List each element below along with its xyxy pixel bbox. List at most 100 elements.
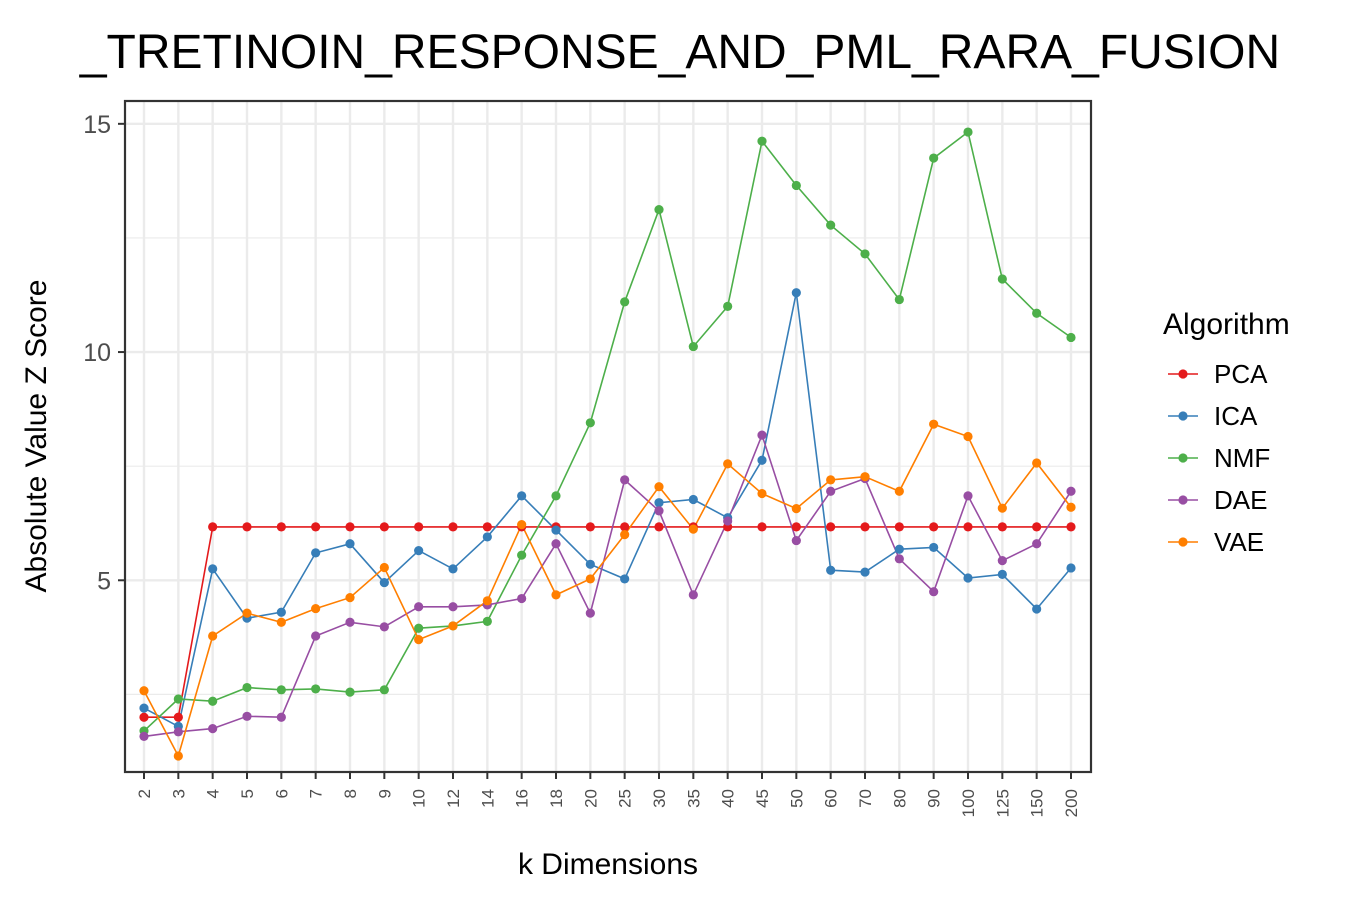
data-point-dae	[517, 593, 527, 604]
data-point-ica	[379, 577, 389, 588]
plot-panel-border	[123, 99, 1093, 774]
data-point-ica	[139, 703, 149, 713]
data-point-vae	[1066, 502, 1076, 512]
data-point-pca	[414, 522, 424, 532]
x-tick-label: 35	[684, 789, 703, 808]
x-axis-title: k Dimensions	[518, 848, 698, 881]
data-point-ica	[276, 607, 286, 617]
data-point-dae	[139, 731, 149, 741]
legend-key-point-pca	[1178, 369, 1188, 379]
data-point-pca	[448, 522, 458, 532]
data-point-nmf	[929, 153, 939, 163]
legend-label-pca: PCA	[1214, 359, 1268, 389]
data-point-vae	[517, 519, 527, 530]
data-point-nmf	[345, 687, 355, 697]
legend-key-point-ica	[1178, 411, 1188, 421]
data-point-vae	[585, 574, 595, 584]
x-tick-label: 8	[341, 789, 360, 798]
y-axis-title: Absolute Value Z Score	[20, 280, 53, 593]
data-point-vae	[345, 593, 355, 603]
data-point-nmf	[654, 205, 664, 215]
y-tick-label: 10	[83, 339, 111, 367]
data-point-nmf	[482, 616, 492, 626]
data-point-dae	[448, 602, 458, 612]
data-point-nmf	[757, 136, 767, 146]
x-tick-label: 16	[513, 789, 532, 808]
x-tick-label: 45	[753, 789, 772, 808]
data-point-vae	[860, 472, 870, 482]
data-point-nmf	[723, 301, 733, 312]
x-tick-label: 18	[547, 789, 566, 808]
data-point-pca	[482, 522, 492, 532]
data-point-nmf	[963, 127, 973, 137]
data-point-pca	[963, 522, 973, 532]
data-point-nmf	[242, 682, 252, 693]
data-point-dae	[688, 590, 698, 600]
data-point-vae	[276, 617, 286, 627]
data-point-ica	[757, 455, 767, 465]
x-tick-label: 6	[272, 789, 291, 798]
data-point-dae	[826, 486, 836, 496]
legend-label-vae: VAE	[1214, 527, 1264, 557]
data-point-vae	[173, 751, 183, 761]
data-point-dae	[585, 608, 595, 618]
data-point-pca	[1032, 522, 1042, 532]
data-point-nmf	[1032, 308, 1042, 318]
data-point-dae	[414, 602, 424, 612]
data-point-ica	[997, 569, 1007, 579]
data-point-pca	[1066, 522, 1076, 532]
data-point-dae	[1066, 486, 1076, 496]
data-point-ica	[620, 574, 630, 584]
data-point-dae	[311, 631, 321, 641]
x-tick-label: 2	[135, 789, 154, 798]
data-point-vae	[723, 459, 733, 469]
x-tick-label: 4	[204, 789, 223, 798]
x-tick-label: 60	[822, 789, 841, 808]
data-point-ica	[963, 573, 973, 583]
data-point-vae	[929, 419, 939, 429]
data-point-vae	[997, 503, 1007, 513]
y-tick-label: 5	[97, 567, 111, 595]
series-line-vae	[143, 423, 1072, 759]
x-tick-label: 14	[478, 789, 497, 808]
data-point-dae	[345, 617, 355, 627]
data-point-dae	[997, 556, 1007, 566]
data-point-pca	[208, 522, 218, 532]
x-tick-label: 3	[169, 789, 188, 798]
data-point-dae	[379, 622, 389, 632]
data-point-dae	[791, 535, 801, 546]
data-point-vae	[894, 486, 904, 496]
data-point-dae	[894, 554, 904, 564]
data-point-vae	[448, 621, 458, 631]
data-point-nmf	[894, 294, 904, 305]
data-point-nmf	[1066, 332, 1076, 343]
data-point-vae	[1032, 458, 1042, 468]
data-point-pca	[345, 522, 355, 532]
data-point-nmf	[585, 418, 595, 428]
series-line-dae	[143, 432, 1072, 738]
chart-title: _TRETINOIN_RESPONSE_AND_PML_RARA_FUSION	[79, 26, 1280, 79]
data-point-pca	[173, 712, 183, 722]
data-point-dae	[654, 506, 664, 516]
data-point-pca	[791, 522, 801, 532]
data-point-nmf	[620, 297, 630, 307]
data-point-vae	[654, 482, 664, 492]
legend-label-dae: DAE	[1214, 485, 1267, 515]
data-point-nmf	[208, 696, 218, 706]
data-point-pca	[654, 522, 664, 532]
y-tick-label: 15	[83, 111, 111, 139]
x-tick-label: 150	[1028, 789, 1047, 817]
data-point-pca	[311, 522, 321, 532]
legend-label-nmf: NMF	[1214, 443, 1270, 473]
data-point-ica	[1066, 563, 1076, 573]
data-point-dae	[242, 711, 252, 721]
data-point-vae	[757, 488, 767, 499]
data-point-nmf	[414, 623, 424, 633]
data-point-nmf	[173, 694, 183, 704]
data-point-pca	[379, 522, 389, 532]
data-point-nmf	[997, 274, 1007, 284]
legend: Algorithm PCA ICA NMF DAE VAE	[1163, 308, 1290, 557]
data-point-nmf	[311, 684, 321, 694]
data-point-dae	[929, 587, 939, 597]
